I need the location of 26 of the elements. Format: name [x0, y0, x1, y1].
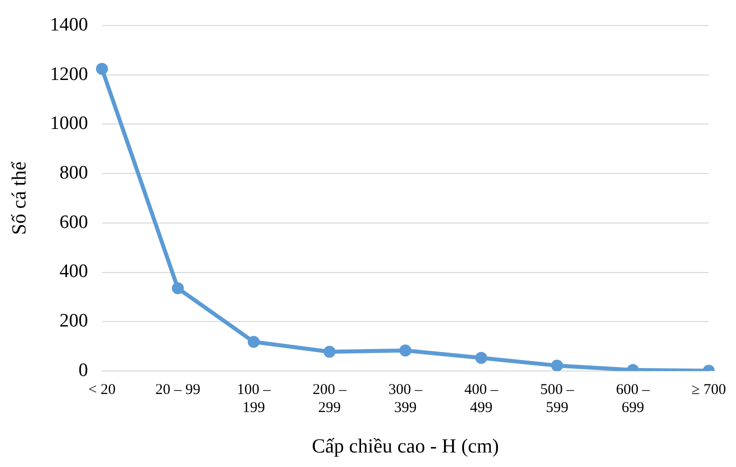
- x-tick-label: ≥ 700: [692, 382, 726, 398]
- x-axis-title: Cấp chiều cao - H (cm): [312, 435, 499, 458]
- y-tick-label: 1000: [50, 113, 88, 134]
- y-tick-label: 1400: [50, 14, 88, 36]
- y-axis-title: Số cá thể: [8, 161, 30, 235]
- point: [399, 344, 412, 357]
- y-tick-label: 200: [60, 310, 88, 332]
- point: [248, 336, 260, 348]
- point: [96, 62, 108, 75]
- point: [551, 360, 564, 371]
- x-tick-label: 400 – 499: [464, 382, 499, 416]
- x-tick-label: 300 – 399: [388, 382, 423, 416]
- y-tick-label: 800: [60, 162, 88, 184]
- y-tick-label: 0: [78, 360, 88, 381]
- x-tick-label: 100 – 199: [236, 382, 272, 416]
- x-tick-label: 600 – 699: [616, 382, 650, 416]
- point: [172, 282, 184, 294]
- point: [324, 346, 336, 358]
- y-tick-label: 400: [60, 261, 88, 282]
- x-tick-label: 500 – 599: [540, 382, 574, 416]
- x-tick-label: < 20: [88, 382, 116, 398]
- x-tick-label: 200 – 299: [312, 382, 347, 416]
- x-tick-label: 20 – 99: [155, 382, 200, 398]
- point: [475, 352, 488, 364]
- y-tick-label: 600: [60, 212, 88, 233]
- y-tick-label: 1200: [50, 64, 88, 85]
